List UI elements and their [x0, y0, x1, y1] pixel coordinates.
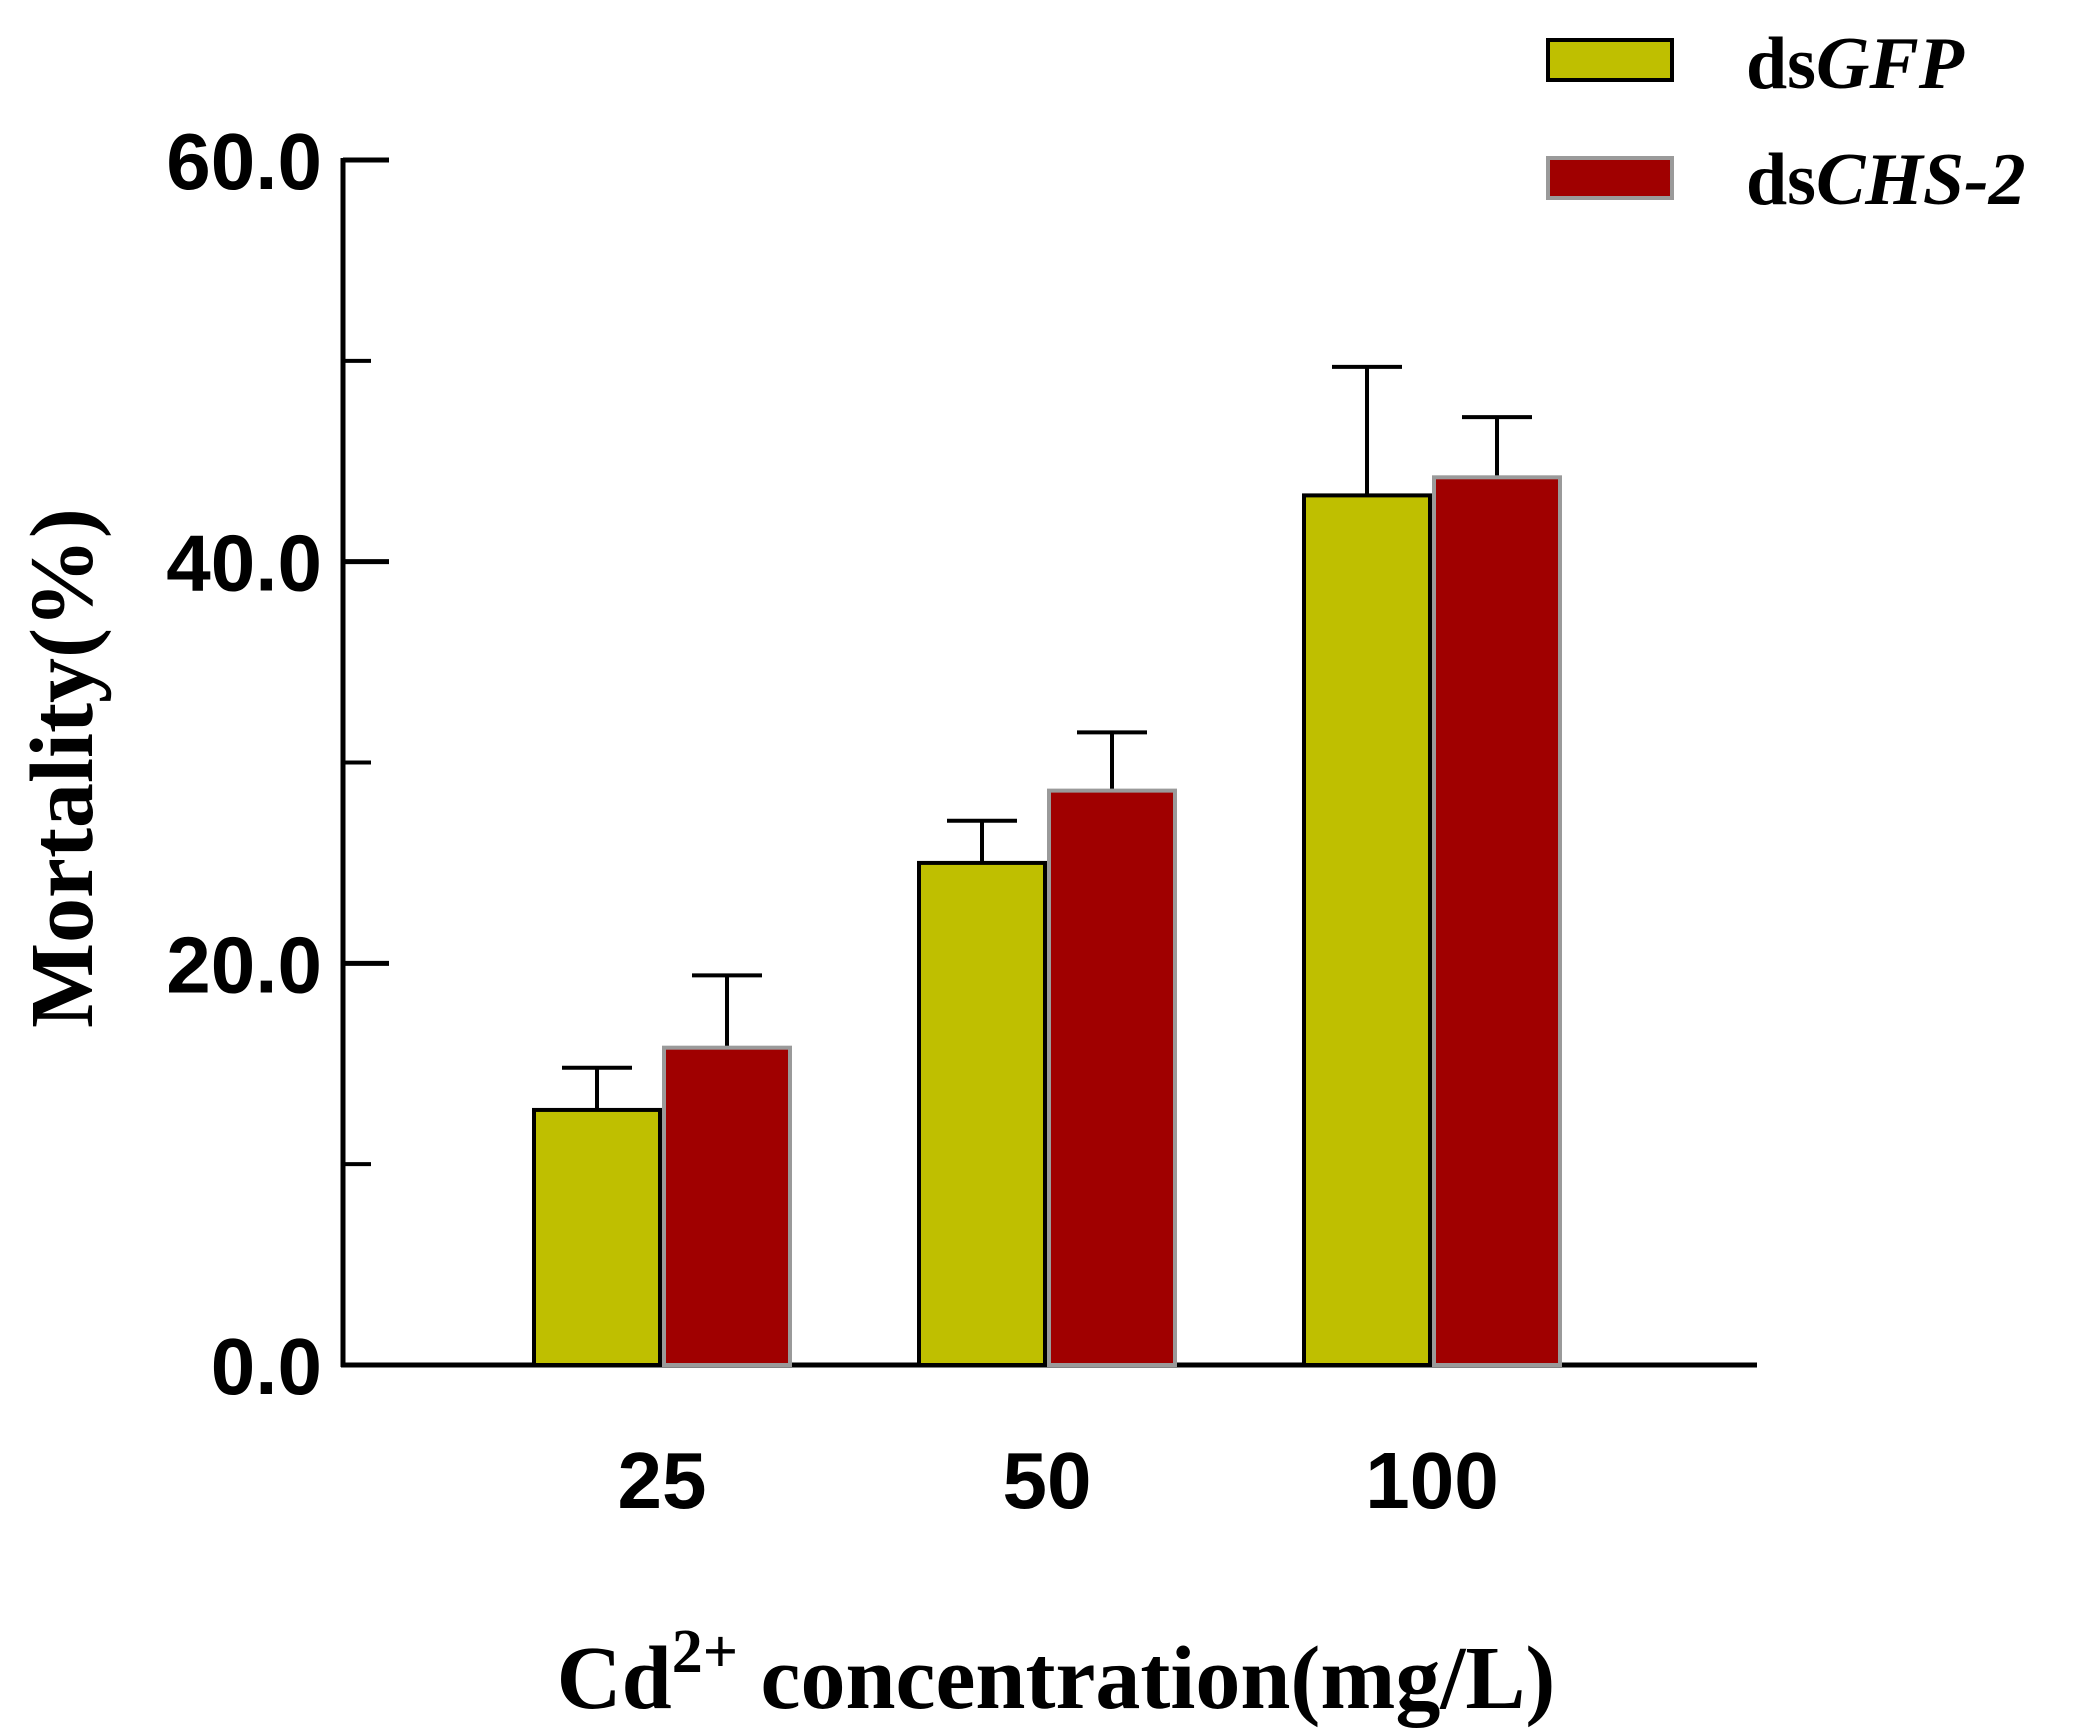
legend-label-dsgfp-prefix: ds — [1746, 23, 1816, 105]
legend-label-dsgfp-gene: GFP — [1816, 23, 1965, 105]
legend-label-dsgfp: dsGFP — [1746, 23, 1965, 105]
y-tick-label-20.0: 20.0 — [166, 920, 322, 1009]
legend-swatch-dsgfp — [1546, 38, 1674, 82]
legend-label-dschs2: dsCHS-2 — [1746, 139, 2026, 221]
bar-dschs2-100 — [1432, 475, 1562, 1368]
bar-dschs2-25 — [662, 1045, 792, 1368]
y-tick-label-40.0: 40.0 — [166, 519, 322, 608]
x-tick-label-100: 100 — [1365, 1436, 1498, 1525]
legend-label-dschs2-prefix: ds — [1746, 139, 1816, 221]
y-tick-label-60.0: 60.0 — [166, 117, 322, 206]
x-tick-label-25: 25 — [618, 1436, 707, 1525]
bar-dsgfp-100 — [1302, 493, 1432, 1367]
x-axis-title-suffix: concentration(mg/L) — [738, 1629, 1555, 1728]
bar-dsgfp-25 — [532, 1107, 662, 1367]
labels: 0.0 20.0 40.0 60.0 25 50 100 — [166, 117, 1498, 1525]
legend: dsGFP dsCHS-2 — [1546, 23, 2026, 221]
x-axis-title-superscript: 2+ — [672, 1618, 738, 1686]
x-axis-title: Cd2+ concentration(mg/L) — [557, 1618, 1556, 1728]
y-axis-title: Mortality(%) — [13, 508, 112, 1028]
x-axis-title-prefix: Cd — [557, 1629, 672, 1728]
y-tick-label-0.0: 0.0 — [211, 1322, 322, 1411]
x-tick-label-50: 50 — [1003, 1436, 1092, 1525]
bar-dschs2-50 — [1047, 788, 1177, 1367]
legend-label-dschs2-gene: CHS-2 — [1816, 139, 2026, 221]
legend-swatch-dschs2 — [1546, 156, 1674, 200]
bars — [532, 364, 1562, 1368]
bar-dsgfp-50 — [917, 860, 1047, 1368]
